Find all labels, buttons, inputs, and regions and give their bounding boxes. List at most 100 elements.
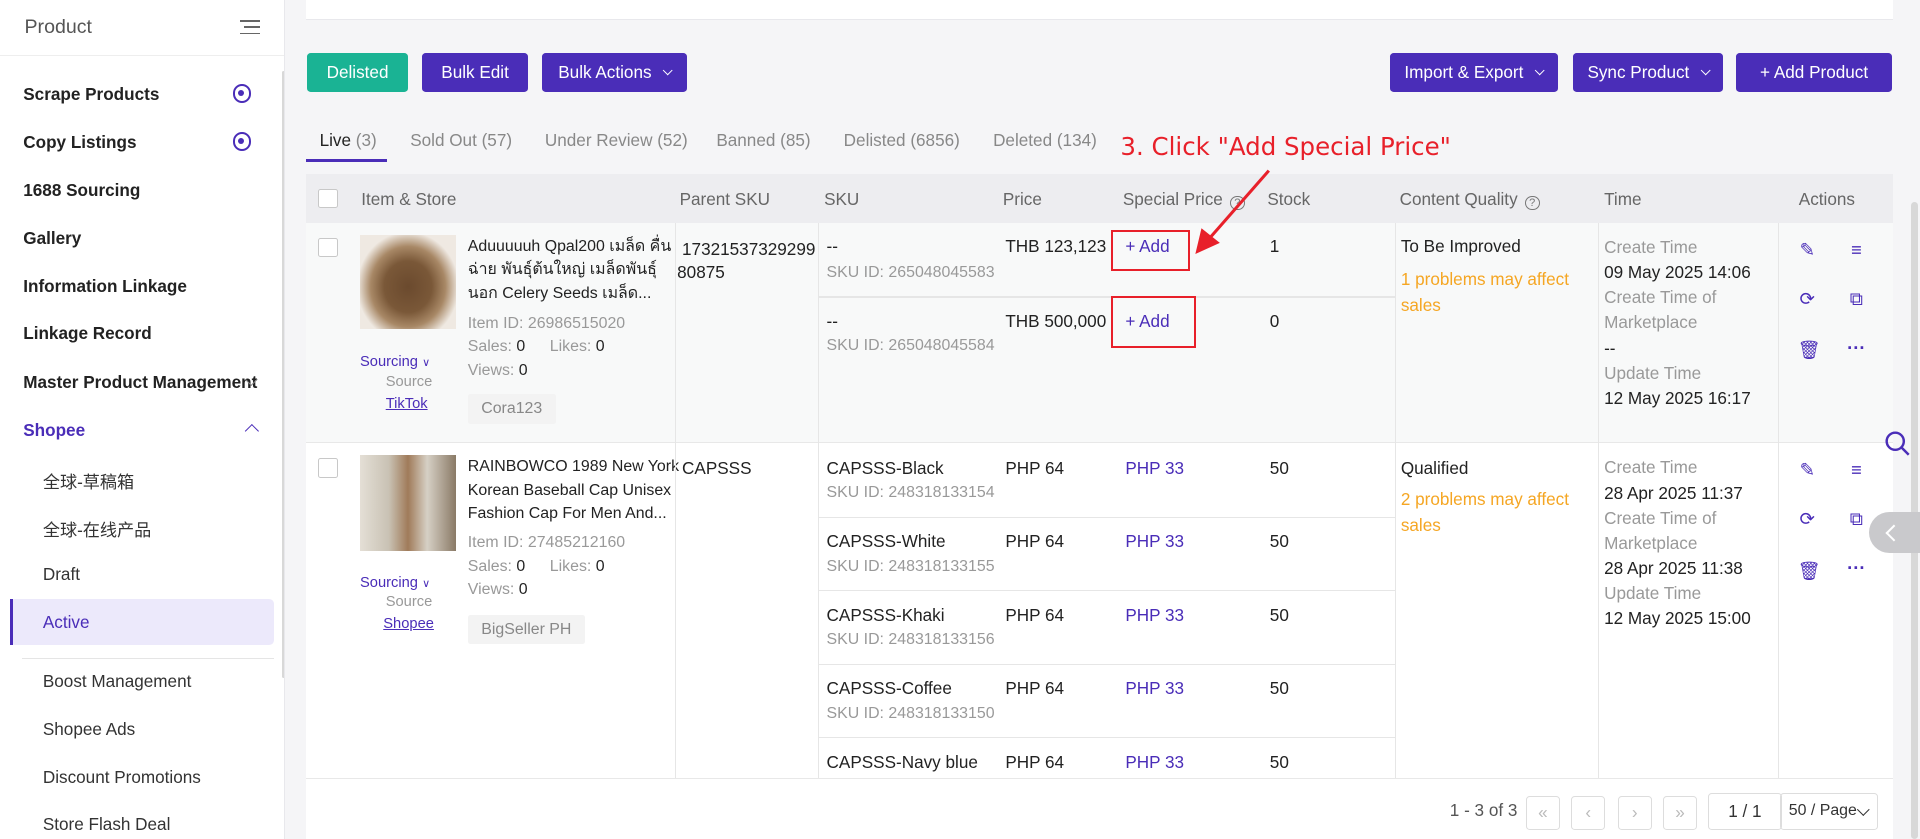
add-special-price-link[interactable]: + Add xyxy=(1125,236,1170,257)
views-stat: Views: 0 xyxy=(468,359,528,382)
quality-problems-link[interactable]: 1 problems may affect sales xyxy=(1401,267,1569,318)
gear-icon[interactable] xyxy=(232,132,251,151)
delisted-button[interactable]: Delisted xyxy=(307,52,408,92)
sidebar-subitem-global-online[interactable]: 全球-在线产品 xyxy=(42,519,152,540)
parent-sku: 17321537329299 80875 xyxy=(677,238,815,285)
row-checkbox[interactable] xyxy=(318,457,338,478)
source-link[interactable]: TikTok xyxy=(385,396,428,413)
variant-sku: CAPSSS-Coffee xyxy=(826,678,952,699)
likes-stat: Likes: 0 xyxy=(550,555,605,578)
delete-icon[interactable]: 🗑 xyxy=(1797,339,1821,361)
sidebar-item-scrape-products[interactable]: Scrape Products xyxy=(23,84,160,105)
sidebar-item-information-linkage[interactable]: Information Linkage xyxy=(23,275,187,296)
product-title[interactable]: Aduuuuuh Qpal200 เมล็ด คื่น ฉ่าย พันธุ์ต… xyxy=(468,235,671,305)
more-icon[interactable]: ··· xyxy=(1847,336,1866,358)
column-stock: Stock xyxy=(1267,188,1311,209)
help-icon[interactable]: ? xyxy=(1524,195,1540,211)
select-all-checkbox[interactable] xyxy=(318,188,338,209)
special-price-value[interactable]: PHP 33 xyxy=(1125,751,1185,772)
create-time-value: 28 Apr 2025 11:37 xyxy=(1604,482,1743,503)
sidebar-item-master-product-management[interactable]: Master Product Management xyxy=(23,372,258,393)
last-page-button[interactable]: » xyxy=(1662,795,1698,830)
product-title-line: Korean Baseball Cap Unisex xyxy=(467,481,672,499)
expand-panel-button[interactable] xyxy=(1868,511,1920,554)
pagination-range: 1 - 3 of 3 xyxy=(1449,800,1518,821)
active-tab-underline xyxy=(306,159,387,162)
help-icon[interactable]: ? xyxy=(1230,195,1245,211)
likes-label: Likes: xyxy=(549,338,592,356)
sidebar-scrollbar[interactable] xyxy=(281,71,285,679)
product-title-line: นอก Celery Seeds เมล็ด... xyxy=(467,284,652,302)
sourcing-dropdown[interactable]: Sourcing ∨ xyxy=(360,351,430,375)
more-icon[interactable]: ··· xyxy=(1847,557,1866,579)
source-link[interactable]: Shopee xyxy=(383,616,434,633)
chevron-up-icon xyxy=(245,424,260,438)
import-export-button[interactable]: Import & Export xyxy=(1389,52,1558,92)
marketplace-time-label: Marketplace xyxy=(1604,312,1698,333)
variant-price: PHP 64 xyxy=(1005,457,1065,478)
search-icon[interactable] xyxy=(1883,429,1910,456)
bulk-edit-button[interactable]: Bulk Edit xyxy=(422,52,528,92)
sidebar-subitem-discount-promotions[interactable]: Discount Promotions xyxy=(42,766,201,787)
sync-product-button[interactable]: Sync Product xyxy=(1573,52,1723,92)
delete-icon[interactable]: 🗑 xyxy=(1797,559,1821,581)
sidebar-item-copy-listings[interactable]: Copy Listings xyxy=(23,132,137,153)
special-price-value[interactable]: PHP 33 xyxy=(1125,678,1185,699)
sort-list-icon[interactable]: ≡ xyxy=(1850,459,1862,481)
product-thumbnail[interactable] xyxy=(360,235,456,330)
sync-icon[interactable]: ⟳ xyxy=(1799,287,1816,309)
sidebar-item-linkage-record[interactable]: Linkage Record xyxy=(23,323,152,344)
page-size-select[interactable]: 50 / Page xyxy=(1780,793,1879,830)
page-number-input[interactable]: 1 / 1 xyxy=(1708,793,1782,830)
sidebar-item-1688-sourcing[interactable]: 1688 Sourcing xyxy=(23,180,141,200)
first-page-button[interactable]: « xyxy=(1525,795,1560,830)
divider xyxy=(1394,222,1396,444)
gear-icon[interactable] xyxy=(232,84,251,103)
divider xyxy=(819,737,1395,739)
sidebar-item-shopee[interactable]: Shopee xyxy=(23,420,86,440)
sidebar-subitem-active[interactable]: Active xyxy=(42,612,90,633)
variant-price: THB 500,000 xyxy=(1005,310,1107,331)
sidebar-item-gallery[interactable]: Gallery xyxy=(23,227,82,248)
sidebar-subitem-store-flash-deal[interactable]: Store Flash Deal xyxy=(42,814,171,835)
special-price-value[interactable]: PHP 33 xyxy=(1125,531,1185,552)
product-table: Item & Store Parent SKU SKU Price Specia… xyxy=(306,173,1894,778)
sort-list-icon[interactable]: ≡ xyxy=(1850,238,1862,260)
add-product-button[interactable]: + Add Product xyxy=(1736,52,1892,92)
divider xyxy=(817,443,820,778)
tab-banned[interactable]: Banned (85) xyxy=(716,130,810,151)
tab-deleted[interactable]: Deleted (134) xyxy=(993,130,1097,151)
source-label: Source xyxy=(385,594,433,611)
prev-page-button[interactable]: ‹ xyxy=(1571,795,1606,830)
column-time: Time xyxy=(1604,188,1642,209)
sourcing-dropdown[interactable]: Sourcing ∨ xyxy=(360,572,430,596)
product-thumbnail[interactable] xyxy=(360,455,456,551)
copy-icon[interactable]: ⧉ xyxy=(1849,508,1863,530)
tab-delisted[interactable]: Delisted (6856) xyxy=(844,130,960,151)
quality-problems-line: 2 problems may affect xyxy=(1400,489,1569,510)
tab-banned-count: (85) xyxy=(780,129,811,150)
sidebar-subitem-global-draft[interactable]: 全球-草稿箱 xyxy=(42,471,135,492)
quality-problems-link[interactable]: 2 problems may affect sales xyxy=(1401,487,1569,538)
product-title[interactable]: RAINBOWCO 1989 New York Korean Baseball … xyxy=(468,455,679,525)
next-page-button[interactable]: › xyxy=(1617,795,1652,830)
quality-problems-line: 1 problems may affect xyxy=(1400,268,1569,289)
add-special-price-link[interactable]: + Add xyxy=(1125,310,1170,331)
copy-icon[interactable]: ⧉ xyxy=(1849,287,1863,309)
tab-sold-out[interactable]: Sold Out (57) xyxy=(410,130,512,151)
special-price-value[interactable]: PHP 33 xyxy=(1125,457,1185,478)
sales-stat: Sales: 0 xyxy=(468,555,526,578)
tab-under-review[interactable]: Under Review (52) xyxy=(545,130,688,151)
row-checkbox[interactable] xyxy=(318,237,338,258)
sidebar-subitem-draft[interactable]: Draft xyxy=(42,564,80,585)
bulk-actions-button[interactable]: Bulk Actions xyxy=(542,52,687,92)
edit-icon[interactable]: ✎ xyxy=(1799,459,1816,481)
sidebar-subitem-shopee-ads[interactable]: Shopee Ads xyxy=(42,718,136,739)
variant-stock: 0 xyxy=(1269,310,1280,331)
special-price-value[interactable]: PHP 33 xyxy=(1125,604,1185,625)
collapse-menu-icon[interactable] xyxy=(240,19,260,36)
sync-icon[interactable]: ⟳ xyxy=(1799,508,1816,530)
edit-icon[interactable]: ✎ xyxy=(1799,238,1816,260)
tab-live[interactable]: Live (3) xyxy=(320,130,377,151)
sidebar-subitem-boost-management[interactable]: Boost Management xyxy=(42,671,192,692)
